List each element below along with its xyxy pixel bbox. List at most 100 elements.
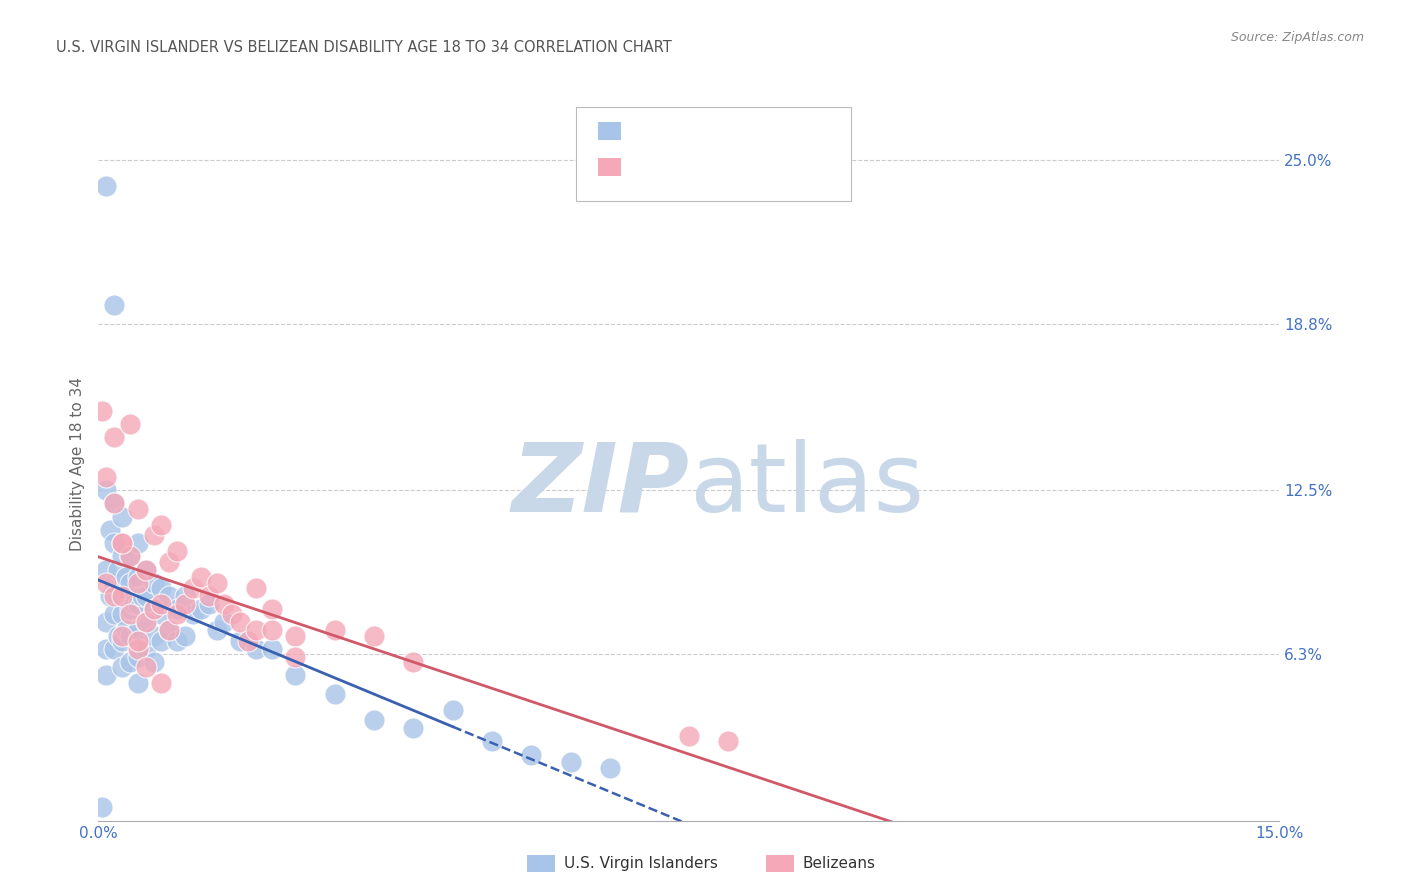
Point	[127, 649, 149, 664]
Point	[118, 655, 141, 669]
Point	[127, 634, 149, 648]
Point	[229, 615, 252, 630]
Point	[135, 615, 157, 630]
Point	[284, 649, 307, 664]
Point	[157, 624, 180, 638]
Point	[205, 624, 228, 638]
Point	[115, 570, 138, 584]
Point	[150, 597, 173, 611]
Point	[118, 549, 141, 564]
Point	[103, 536, 125, 550]
Point	[96, 575, 118, 590]
Point	[481, 734, 503, 748]
Point	[111, 549, 134, 564]
Point	[135, 563, 157, 577]
Point	[181, 581, 204, 595]
Point	[363, 713, 385, 727]
Point	[127, 676, 149, 690]
Point	[91, 800, 114, 814]
Point	[236, 634, 259, 648]
Point	[181, 607, 204, 622]
Point	[118, 607, 141, 622]
Text: 72: 72	[762, 124, 783, 138]
Point	[103, 607, 125, 622]
Point	[127, 501, 149, 516]
Text: atlas: atlas	[689, 439, 924, 532]
Point	[166, 602, 188, 616]
Point	[142, 602, 165, 616]
Text: 49: 49	[762, 160, 783, 174]
Point	[91, 404, 114, 418]
Text: Belizeans: Belizeans	[803, 856, 876, 871]
Text: 0.010: 0.010	[672, 124, 720, 138]
Point	[127, 575, 149, 590]
Point	[190, 602, 212, 616]
Point	[166, 634, 188, 648]
Point	[118, 549, 141, 564]
Point	[98, 523, 121, 537]
Point	[103, 575, 125, 590]
Point	[142, 602, 165, 616]
Point	[107, 629, 129, 643]
Point	[135, 615, 157, 630]
Point	[98, 589, 121, 603]
Point	[150, 676, 173, 690]
Point	[245, 641, 267, 656]
Point	[245, 581, 267, 595]
Point	[103, 641, 125, 656]
Point	[197, 597, 219, 611]
Text: ZIP: ZIP	[510, 439, 689, 532]
Point	[122, 597, 145, 611]
Point	[174, 589, 197, 603]
Point	[127, 641, 149, 656]
Point	[135, 589, 157, 603]
Point	[111, 509, 134, 524]
Point	[135, 563, 157, 577]
Point	[118, 602, 141, 616]
Point	[174, 597, 197, 611]
Point	[96, 563, 118, 577]
Point	[103, 496, 125, 510]
Point	[103, 298, 125, 312]
Point	[127, 624, 149, 638]
Point	[127, 536, 149, 550]
Text: R =: R =	[633, 124, 666, 138]
Point	[96, 641, 118, 656]
Point	[131, 589, 153, 603]
Text: -0.124: -0.124	[672, 160, 727, 174]
Point	[245, 624, 267, 638]
Point	[441, 703, 464, 717]
Point	[96, 470, 118, 484]
Point	[599, 761, 621, 775]
Point	[135, 660, 157, 674]
Point	[96, 615, 118, 630]
Point	[142, 575, 165, 590]
Point	[166, 607, 188, 622]
Point	[103, 589, 125, 603]
Point	[118, 629, 141, 643]
Point	[150, 607, 173, 622]
Point	[260, 602, 283, 616]
Point	[127, 597, 149, 611]
Point	[111, 589, 134, 603]
Text: R =: R =	[633, 160, 666, 174]
Point	[229, 634, 252, 648]
Text: N =: N =	[717, 160, 761, 174]
Point	[118, 417, 141, 432]
Point	[678, 729, 700, 743]
Point	[111, 629, 134, 643]
Point	[260, 624, 283, 638]
Point	[150, 634, 173, 648]
Point	[111, 607, 134, 622]
Point	[111, 536, 134, 550]
Point	[96, 179, 118, 194]
Point	[323, 687, 346, 701]
Point	[214, 597, 236, 611]
Point	[363, 629, 385, 643]
Point	[284, 668, 307, 682]
Point	[135, 641, 157, 656]
Y-axis label: Disability Age 18 to 34: Disability Age 18 to 34	[69, 376, 84, 551]
Point	[111, 536, 134, 550]
Point	[157, 589, 180, 603]
Text: Source: ZipAtlas.com: Source: ZipAtlas.com	[1230, 31, 1364, 45]
